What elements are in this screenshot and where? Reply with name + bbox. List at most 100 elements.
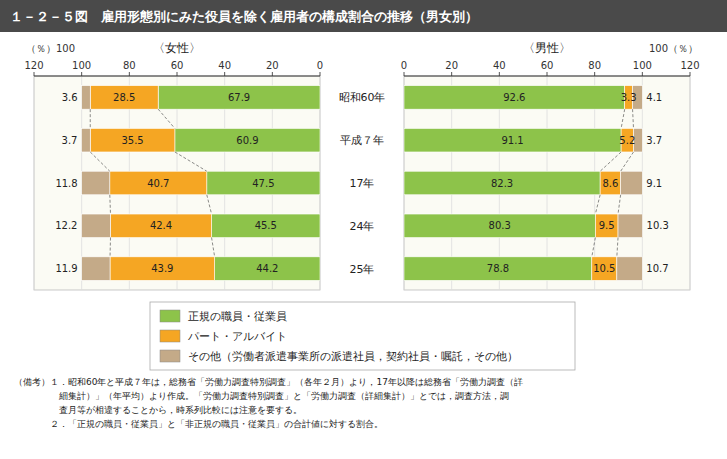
data-label: 3.6 — [62, 92, 78, 103]
connector — [158, 109, 175, 128]
data-label: 67.9 — [228, 92, 250, 103]
axis-line — [404, 76, 690, 77]
bar-segment — [404, 257, 592, 281]
note: （備考）１．昭和60年と平成７年は，総務省「労働力調査特別調査」（各年２月）より… — [14, 377, 523, 387]
data-label: 5.2 — [619, 135, 635, 146]
grid-line — [34, 76, 35, 290]
data-label: 43.9 — [151, 263, 173, 274]
category-label: 平成７年 — [340, 134, 384, 147]
data-label: 47.5 — [252, 178, 274, 189]
data-label: 42.4 — [150, 220, 172, 231]
category-label: 17年 — [350, 177, 375, 190]
bar-segment — [207, 171, 320, 195]
data-label: 9.1 — [646, 178, 662, 189]
bar-segment — [110, 257, 215, 281]
data-label: 9.5 — [599, 220, 615, 231]
tick-mark — [547, 72, 548, 76]
category-label: 25年 — [350, 263, 375, 276]
data-label: 80.3 — [489, 220, 511, 231]
data-label: 11.8 — [55, 178, 77, 189]
title: １－２－５図 雇用形態別にみた役員を除く雇用者の構成割合の推移（男女別） — [10, 9, 478, 24]
bar-segment — [595, 214, 618, 238]
bar-segment — [82, 257, 110, 281]
axis-label: 100（％） — [649, 43, 698, 54]
legend-label: パート・アルバイト — [187, 330, 287, 343]
data-labels: 92.63.34.191.15.23.782.38.69.180.39.510.… — [487, 92, 669, 274]
bars — [404, 86, 643, 281]
bar-segment — [212, 214, 320, 238]
category-label: 24年 — [350, 220, 375, 233]
tick-mark — [451, 72, 452, 76]
connector — [618, 195, 621, 214]
note: 細集計）」（年平均）より作成。「労働力調査特別調査」と「労働力調査（詳細集計）」… — [14, 391, 509, 401]
bar-segment — [110, 171, 207, 195]
tick-label: 80 — [123, 60, 136, 71]
connector — [621, 152, 634, 171]
connector — [109, 195, 111, 214]
bar-segment — [82, 171, 110, 195]
data-label: 11.9 — [55, 263, 77, 274]
bar-segment — [82, 86, 91, 110]
note: 査月等が相違することから，時系列比較には注意を要する。 — [14, 405, 302, 415]
data-label: 92.6 — [503, 92, 525, 103]
bar-segment — [175, 128, 320, 152]
tick-label: 120 — [680, 60, 699, 71]
legend-label: 正規の職員・従業員 — [188, 310, 287, 323]
connector — [90, 109, 91, 128]
bar-segment — [404, 171, 600, 195]
data-label: 3.7 — [62, 135, 78, 146]
connector — [90, 152, 110, 171]
data-label: 10.7 — [646, 263, 668, 274]
data-label: 35.5 — [121, 135, 143, 146]
bar-segment — [592, 257, 617, 281]
axis-line — [34, 76, 320, 77]
legend-label: その他（労働者派遣事業所の派遣社員，契約社員・嘱託，その他） — [188, 350, 518, 363]
legend-box — [150, 302, 575, 370]
legend: 正規の職員・従業員パート・アルバイトその他（労働者派遣事業所の派遣社員，契約社員… — [150, 302, 575, 370]
title-bar — [0, 0, 727, 32]
tick-mark — [594, 72, 595, 76]
tick-mark — [34, 72, 35, 76]
bar-segment — [404, 86, 625, 110]
category-label: 昭和60年 — [339, 91, 386, 104]
connector — [207, 195, 212, 214]
tick-label: 20 — [445, 60, 458, 71]
bar-segment — [90, 86, 158, 110]
tick-mark — [272, 72, 273, 76]
data-label: 45.5 — [255, 220, 277, 231]
tick-label: 0 — [401, 60, 407, 71]
data-label: 8.6 — [602, 178, 618, 189]
bar-segment — [111, 214, 212, 238]
data-label: 10.5 — [593, 263, 615, 274]
tick-label: 40 — [218, 60, 231, 71]
connector — [617, 238, 618, 257]
bar-segment — [158, 86, 320, 110]
plot — [404, 72, 690, 290]
data-labels: 67.928.53.660.935.53.747.540.711.845.542… — [55, 92, 278, 274]
chart-root: １－２－５図 雇用形態別にみた役員を除く雇用者の構成割合の推移（男女別） 120 1… — [0, 0, 727, 459]
connector — [212, 238, 215, 257]
plot — [34, 72, 320, 290]
data-label: 12.2 — [55, 220, 77, 231]
data-label: 4.1 — [646, 92, 662, 103]
tick-mark — [177, 72, 178, 76]
tick-mark — [404, 72, 405, 76]
bar-segment — [81, 128, 90, 152]
tick-mark — [642, 72, 643, 76]
tick-label: 80 — [588, 60, 601, 71]
tick-label: 120 — [24, 60, 43, 71]
legend-swatch — [160, 310, 180, 322]
data-label: 60.9 — [236, 135, 258, 146]
bar-segment — [90, 128, 175, 152]
connector — [175, 152, 207, 171]
bar-segment — [600, 171, 620, 195]
tick-mark — [499, 72, 500, 76]
legend-swatch — [160, 330, 180, 342]
tick-mark — [129, 72, 130, 76]
plot-frame — [404, 76, 690, 290]
connector — [632, 109, 634, 128]
legend-swatch — [160, 350, 180, 362]
tick-mark — [320, 72, 321, 76]
data-label: 3.7 — [646, 135, 662, 146]
connector — [110, 238, 111, 257]
